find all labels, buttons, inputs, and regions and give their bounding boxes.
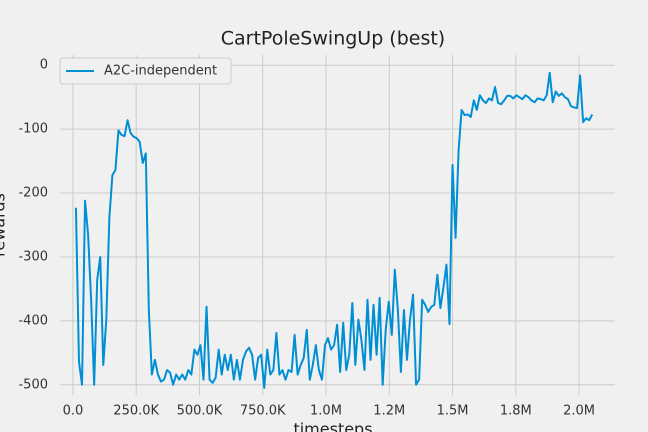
x-tick-label: 1.5M [437,404,469,419]
x-tick-label: 1.0M [310,404,342,419]
y-tick-label: -100 [18,122,48,137]
x-tick-label: 500.0K [177,404,223,419]
x-axis-label: timesteps [293,420,372,432]
x-tick-label: 0.0 [63,404,84,419]
data-line [74,71,594,389]
x-tick-label: 250.0K [113,404,159,419]
y-tick-label: 0 [40,58,48,73]
legend-box [59,57,232,85]
y-tick-label: -400 [18,313,48,328]
y-tick-label: -500 [18,377,48,392]
y-axis-label: rewards [0,193,9,257]
y-tick-label: -200 [18,186,48,201]
legend-label: A2C-independent [104,64,217,79]
chart-title: CartPoleSwingUp (best) [221,28,445,50]
y-tick-label: -300 [18,249,48,264]
x-tick-label: 2.0M [563,404,595,419]
x-tick-label: 1.8M [500,404,532,419]
x-tick-label: 1.2M [373,404,405,419]
x-tick-label: 750.0K [240,404,286,419]
